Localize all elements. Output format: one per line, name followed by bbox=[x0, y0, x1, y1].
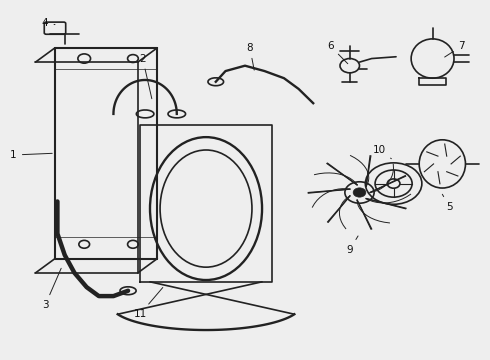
Text: 6: 6 bbox=[327, 41, 348, 64]
Text: 8: 8 bbox=[246, 43, 254, 70]
Circle shape bbox=[353, 188, 366, 197]
Text: 3: 3 bbox=[42, 268, 61, 310]
Text: 10: 10 bbox=[372, 145, 392, 159]
Text: 11: 11 bbox=[134, 288, 163, 319]
Text: 7: 7 bbox=[444, 41, 465, 57]
Text: 1: 1 bbox=[10, 150, 52, 160]
Text: 5: 5 bbox=[442, 194, 453, 212]
Text: 9: 9 bbox=[346, 236, 358, 255]
Text: 2: 2 bbox=[139, 54, 152, 99]
Text: 4: 4 bbox=[42, 18, 55, 28]
